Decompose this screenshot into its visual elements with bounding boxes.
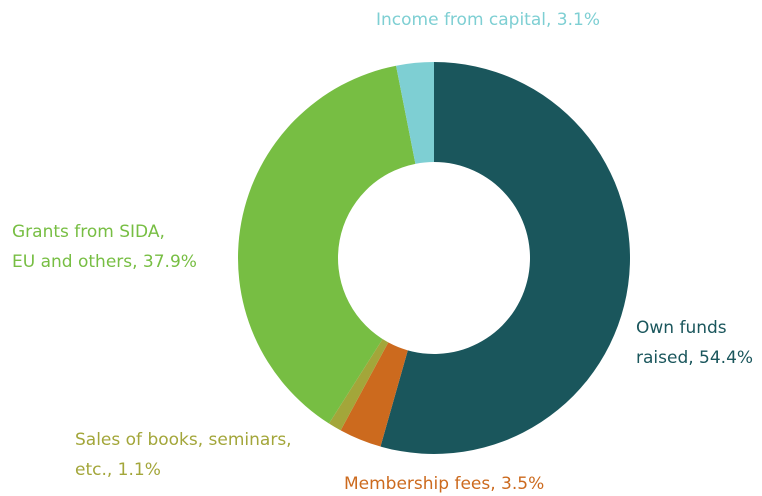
donut-slice (396, 62, 434, 164)
slice-label: Grants from SIDA, (12, 222, 165, 242)
slice-label: Income from capital, 3.1% (376, 10, 600, 30)
slice-label: raised, 54.4% (636, 348, 753, 368)
donut-slice (238, 65, 416, 424)
donut-slice (340, 342, 408, 447)
slice-label: Sales of books, seminars, (75, 430, 292, 450)
slice-label: Membership fees, 3.5% (344, 474, 544, 494)
donut-slice (328, 339, 389, 431)
slice-label: etc., 1.1% (75, 460, 161, 480)
slice-label: EU and others, 37.9% (12, 252, 197, 272)
donut-slice (380, 62, 630, 455)
slice-label: Own funds (636, 318, 727, 338)
